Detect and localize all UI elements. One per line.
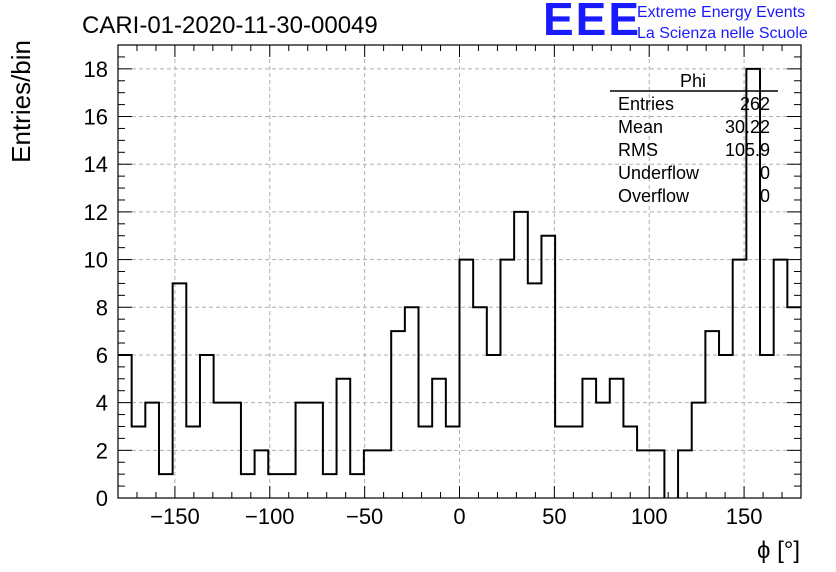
histogram-bin [610, 379, 624, 498]
histogram-bin [391, 331, 405, 498]
histogram-bin [337, 379, 351, 498]
histogram-bin [227, 403, 241, 498]
y-axis-title: Entries/bin [6, 40, 36, 163]
y-tick-label: 8 [96, 295, 108, 320]
stats-value: 105.9 [725, 140, 770, 160]
grid-lines [118, 45, 801, 498]
histogram-bin [214, 403, 228, 498]
histogram-bin [760, 355, 774, 498]
histogram-bin [473, 307, 487, 498]
stats-value: 30.22 [725, 117, 770, 137]
stats-label: Entries [618, 94, 674, 114]
histogram-bin [405, 307, 419, 498]
stats-value: 0 [760, 163, 770, 183]
histogram-bin [255, 450, 269, 498]
x-tick-label: 150 [726, 504, 763, 529]
histogram-bin [719, 355, 733, 498]
y-tick-label: 12 [84, 200, 108, 225]
histogram-bin [582, 379, 596, 498]
histogram-bin [145, 403, 159, 498]
histogram-series [118, 67, 801, 498]
histogram-bin [569, 426, 583, 498]
histogram-bin [132, 426, 146, 498]
stats-title: Phi [680, 71, 706, 91]
stats-label: Mean [618, 117, 663, 137]
histogram-bin [514, 212, 528, 498]
histogram-bin [446, 426, 460, 498]
chart-title: CARI-01-2020-11-30-00049 [82, 12, 378, 39]
histogram-bin [555, 426, 569, 498]
histogram-bin [419, 426, 433, 498]
histogram-bin [432, 379, 446, 498]
y-tick-label: 16 [84, 105, 108, 130]
x-tick-label: 50 [542, 504, 566, 529]
stats-label: Underflow [618, 163, 700, 183]
histogram-bin [500, 260, 514, 498]
x-tick-label: −150 [150, 504, 200, 529]
axis-labels: −150 −100 −50 0 50 100 150 0 2 4 6 8 10 12 14 16 18 CARI-… [6, 12, 800, 564]
histogram-bin [651, 450, 665, 498]
stats-value: 262 [740, 94, 770, 114]
histogram-bin [637, 450, 651, 498]
x-tick-label: 100 [631, 504, 668, 529]
histogram-bin [378, 450, 392, 498]
histogram-bin [241, 474, 255, 498]
histogram-bin [460, 260, 474, 498]
y-tick-label: 18 [84, 57, 108, 82]
y-tick-label: 2 [96, 438, 108, 463]
x-tick-label: 0 [453, 504, 465, 529]
eee-logo: EEE [543, 0, 642, 45]
histogram-bin [309, 403, 323, 498]
stats-label: RMS [618, 140, 658, 160]
histogram-bin [268, 474, 282, 498]
histogram-bin [296, 403, 310, 498]
y-tick-label: 10 [84, 248, 108, 273]
histogram-bin [774, 260, 788, 498]
stats-label: Overflow [618, 186, 690, 206]
y-tick-label: 14 [84, 152, 108, 177]
y-tick-label: 0 [96, 486, 108, 511]
histogram-bin [173, 283, 187, 498]
histogram-bin [692, 403, 706, 498]
histogram-bin [623, 426, 637, 498]
histogram-bin [323, 474, 337, 498]
histogram-bin [487, 355, 501, 498]
histogram-bin [186, 426, 200, 498]
histogram-bin [528, 283, 542, 498]
eee-subtitle-line1: Extreme Energy Events [637, 4, 806, 21]
x-tick-label: −50 [346, 504, 383, 529]
histogram-outline [118, 67, 801, 498]
histogram-bin [733, 260, 747, 498]
y-tick-label: 6 [96, 343, 108, 368]
stats-box: Phi Entries 262 Mean 30.22 RMS 105.9 Underflow 0… [610, 71, 778, 206]
histogram-bin [200, 355, 214, 498]
axes [117, 44, 802, 499]
histogram-bin [596, 403, 610, 498]
histogram-bin [541, 236, 555, 498]
histogram-bin [364, 450, 378, 498]
y-tick-label: 4 [96, 391, 108, 416]
histogram-bin [159, 474, 173, 498]
eee-subtitle-line2: La Scienza nelle Scuole [637, 25, 808, 42]
histogram-bin [678, 450, 692, 498]
x-axis-title: ϕ [°] [757, 537, 800, 564]
x-tick-label: −100 [245, 504, 295, 529]
histogram-bin [705, 331, 719, 498]
stats-value: 0 [760, 186, 770, 206]
histogram-bin [350, 474, 364, 498]
